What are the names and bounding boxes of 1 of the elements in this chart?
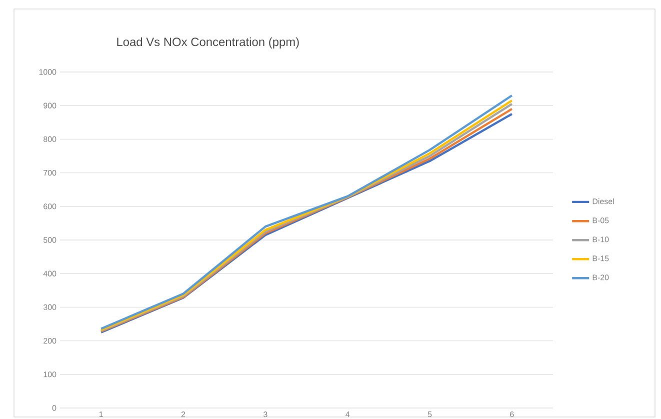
chart-title: Load Vs NOx Concentration (ppm) (117, 37, 299, 48)
